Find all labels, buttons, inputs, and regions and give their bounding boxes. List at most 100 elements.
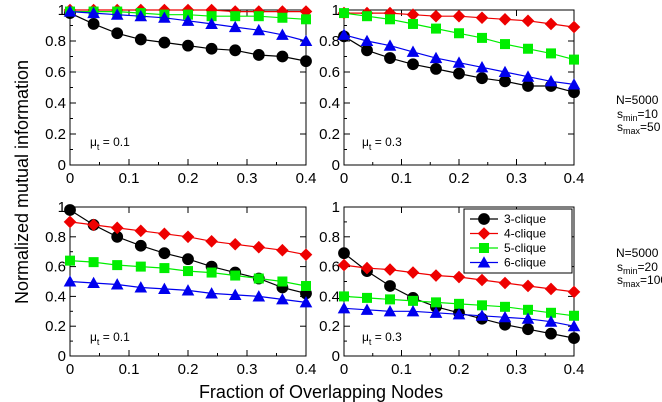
data-point-5-clique: [477, 300, 487, 311]
legend-marker-3-clique: [478, 213, 490, 225]
data-point-4-clique: [87, 218, 100, 232]
series-5-clique: [339, 291, 579, 321]
x-tick-label: 0: [66, 361, 74, 378]
data-point-6-clique: [228, 288, 242, 300]
data-point-6-clique: [252, 23, 266, 36]
series-6-clique: [63, 275, 313, 308]
x-tick-label: 0.2: [449, 170, 470, 187]
legend-label: 6-clique: [504, 256, 546, 270]
data-point-5-clique: [385, 14, 395, 25]
data-point-5-clique: [65, 255, 75, 266]
data-point-5-clique: [206, 267, 217, 278]
data-point-5-clique: [431, 23, 441, 34]
data-point-3-clique: [522, 80, 534, 92]
data-point-3-clique: [229, 44, 242, 57]
series-5-clique: [339, 8, 579, 65]
legend-marker-5-clique: [479, 243, 489, 253]
y-tick-label: 0.4: [45, 95, 66, 112]
data-point-6-clique: [406, 305, 420, 317]
data-point-6-clique: [299, 296, 313, 308]
legend-label: 3-clique: [504, 212, 546, 226]
panel-top-right: 0 0.1 0.2 0.3 0.4 0 0.2 0.4 0.6 0.8 1 μt = 0.3: [319, 2, 584, 187]
y-tick-label: 0.2: [45, 126, 66, 143]
series-6-clique: [63, 5, 313, 47]
data-point-5-clique: [135, 261, 146, 272]
x-tick-label: 0.4: [564, 361, 585, 378]
data-point-4-clique: [299, 5, 313, 18]
data-point-6-clique: [134, 281, 148, 293]
data-point-3-clique: [361, 44, 373, 57]
data-point-6-clique: [205, 287, 218, 299]
legend-marker-6-clique: [477, 256, 491, 268]
data-point-6-clique: [567, 319, 581, 332]
data-point-4-clique: [521, 279, 535, 293]
data-point-6-clique: [276, 28, 289, 40]
data-point-6-clique: [181, 14, 195, 26]
data-point-6-clique: [521, 312, 535, 324]
data-point-3-clique: [384, 280, 396, 292]
data-point-4-clique: [337, 258, 351, 272]
data-point-3-clique: [182, 253, 194, 266]
data-point-3-clique: [252, 49, 265, 61]
data-point-6-clique: [252, 290, 266, 302]
data-point-4-clique: [252, 240, 266, 254]
y-tick-label: 0.6: [45, 64, 66, 81]
data-point-4-clique: [475, 11, 489, 25]
y-tick-label: 0.4: [45, 288, 66, 305]
series-4-clique: [63, 215, 313, 261]
data-point-3-clique: [384, 52, 396, 64]
mu-annotation: μt = 0.3: [362, 135, 402, 152]
data-point-5-clique: [569, 54, 579, 65]
data-point-4-clique: [181, 230, 195, 244]
data-point-4-clique: [299, 248, 313, 261]
data-point-5-clique: [546, 307, 556, 318]
data-point-6-clique: [63, 5, 77, 17]
data-point-4-clique: [544, 17, 558, 31]
params-bottom: N=5000 smin=20 smax=100: [616, 246, 662, 289]
data-point-5-clique: [230, 11, 241, 22]
data-point-5-clique: [362, 292, 372, 303]
data-point-5-clique: [301, 280, 311, 291]
data-point-5-clique: [546, 48, 556, 59]
data-point-3-clique: [453, 67, 465, 80]
x-tick-label: 0.4: [296, 170, 317, 187]
y-tick-label: 0.6: [45, 259, 66, 276]
series-4-clique: [337, 258, 581, 299]
data-point-6-clique: [134, 9, 148, 22]
data-point-3-clique: [545, 327, 557, 340]
data-point-6-clique: [276, 293, 289, 305]
data-point-5-clique: [408, 18, 418, 29]
y-tick-label: 0.2: [319, 126, 340, 143]
x-tick-label: 0.2: [178, 361, 199, 378]
data-point-5-clique: [454, 298, 464, 309]
data-point-5-clique: [339, 291, 349, 302]
y-tick-label: 0.6: [319, 259, 340, 276]
data-point-4-clique: [452, 270, 466, 284]
y-tick-label: 0.6: [319, 64, 340, 81]
y-tick-label: 1: [332, 2, 340, 19]
data-point-5-clique: [301, 14, 311, 25]
y-tick-label: 0.8: [45, 229, 66, 246]
x-tick-label: 0: [340, 170, 348, 187]
x-axis-label: Fraction of Overlapping Nodes: [199, 382, 443, 402]
x-tick-label: 0.4: [296, 361, 317, 378]
data-point-4-clique: [158, 227, 171, 241]
data-point-3-clique: [205, 42, 218, 55]
data-point-5-clique: [569, 310, 579, 321]
data-point-3-clique: [134, 239, 147, 252]
data-point-4-clique: [276, 243, 289, 257]
data-point-4-clique: [498, 13, 512, 26]
data-point-6-clique: [452, 56, 466, 68]
data-point-3-clique: [522, 323, 534, 336]
y-tick-label: 1: [58, 2, 66, 19]
data-point-5-clique: [277, 276, 288, 287]
data-point-3-clique: [64, 204, 76, 216]
data-point-5-clique: [385, 294, 395, 305]
data-point-6-clique: [360, 303, 374, 315]
legend-label: 5-clique: [504, 241, 546, 255]
data-point-5-clique: [477, 32, 487, 43]
data-point-6-clique: [567, 78, 581, 90]
data-point-6-clique: [429, 306, 443, 318]
